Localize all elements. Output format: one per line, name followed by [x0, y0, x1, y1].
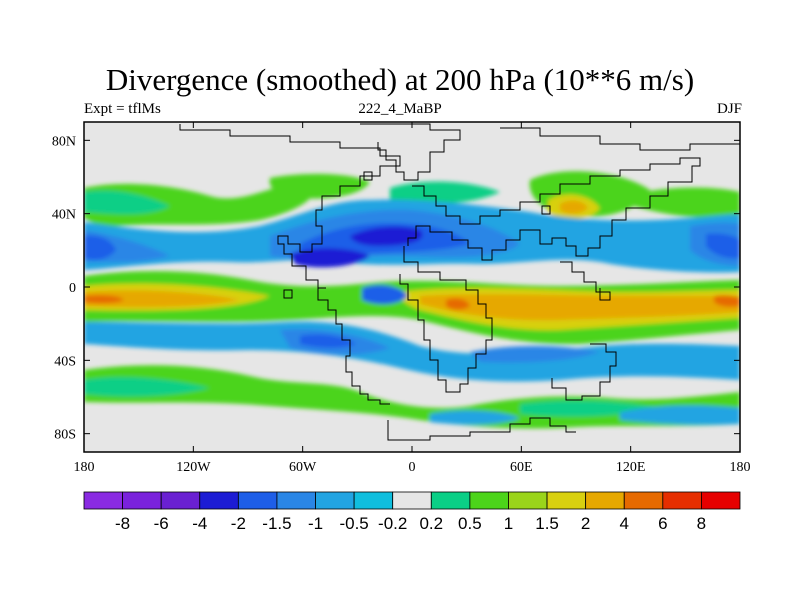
- field-europe-green: [390, 181, 500, 204]
- field-south-conv-mid-2: [470, 346, 600, 363]
- x-tick-label: 60W: [289, 460, 317, 475]
- colorbar-label: -1.5: [262, 514, 291, 533]
- field-east-red: [714, 295, 740, 307]
- subtitle-right: DJF: [716, 101, 742, 117]
- colorbar-label: 0.5: [458, 514, 482, 533]
- x-tick-label: 120W: [176, 460, 211, 475]
- y-axis: 80N 40N 0 40S 80S: [52, 134, 740, 443]
- colorbar-label: 1.5: [535, 514, 559, 533]
- colorbar-label: -4: [192, 514, 207, 533]
- coastline-north-america: [179, 124, 401, 289]
- coastline-siberia: [500, 127, 740, 151]
- colorbar-label: 6: [658, 514, 667, 533]
- colorbar-swatch: [623, 491, 664, 510]
- subtitle-center: 222_4_MaBP: [358, 101, 442, 117]
- colorbar-swatch: [701, 491, 741, 510]
- colorbar-swatch: [392, 491, 432, 510]
- field-atlantic-green: [269, 173, 370, 199]
- colorbar-swatch: [353, 491, 394, 510]
- subtitle-left: Expt = tflMs: [84, 101, 161, 117]
- y-tick-label: 80S: [54, 428, 76, 443]
- field-south-convergence: [84, 321, 740, 382]
- colorbar-swatch: [315, 491, 355, 510]
- colorbar-swatch: [662, 491, 702, 510]
- colorbar-label: 2: [581, 514, 590, 533]
- x-tick-label: 120E: [616, 460, 646, 475]
- field-atlantic-swirl: [362, 285, 408, 305]
- colorbar-swatch: [237, 491, 278, 510]
- field-antarctic-blue: [430, 410, 520, 425]
- x-tick-label: 180: [74, 460, 95, 475]
- field-america-dark: [290, 248, 370, 268]
- colorbar-label: 4: [620, 514, 629, 533]
- field-pacific-green: [630, 187, 740, 218]
- colorbar-swatch: [585, 491, 625, 510]
- y-tick-label: 40N: [52, 208, 76, 223]
- coastline-australia: [551, 343, 617, 401]
- field-north-positive: [84, 182, 314, 227]
- colorbar-labels: -8 -6 -4 -2 -1.5 -1 -0.5 -0.2 0.2 0.5 1 1.5 2 4 6 8: [115, 514, 706, 533]
- colorbar-swatch: [276, 491, 316, 510]
- colorbar-swatch: [160, 491, 201, 510]
- field-tibet-orange: [560, 200, 588, 214]
- y-tick-label: 40S: [54, 354, 76, 369]
- field-south-cyan: [84, 377, 210, 397]
- colorbar-label: -1: [308, 514, 323, 533]
- colorbar-label: -8: [115, 514, 130, 533]
- coastline-africa: [399, 246, 493, 393]
- coastlines: [179, 123, 740, 441]
- colorbar-label: -0.5: [339, 514, 368, 533]
- colorbar-swatch: [546, 491, 587, 510]
- field-equatorial-orange-west: [84, 290, 240, 308]
- colorbar-label: 1: [504, 514, 513, 533]
- coastline-south-america: [317, 288, 390, 405]
- colorbar-swatch: [83, 491, 123, 510]
- coastline-eurasia: [407, 157, 701, 261]
- colorbar-swatch: [430, 491, 471, 510]
- field-south-conv-dark: [300, 334, 356, 348]
- x-axis: 180 120W 60W 0 60E 120E 180: [74, 122, 751, 475]
- coastline-southeast-asia: [560, 261, 611, 301]
- field-africa-red: [446, 298, 470, 310]
- colorbar-swatch: [469, 491, 509, 510]
- field-dateline-conv: [84, 235, 116, 260]
- colorbar: [83, 491, 741, 510]
- field-north-green: [84, 190, 170, 215]
- chart-title: Divergence (smoothed) at 200 hPa (10**6 …: [105, 62, 695, 97]
- colorbar-label: -2: [231, 514, 246, 533]
- field-equatorial-red-west: [84, 295, 124, 304]
- colorbar-swatch: [122, 491, 162, 510]
- field-east-pacific-dark: [706, 233, 740, 259]
- colorbar-swatch: [199, 491, 239, 510]
- y-tick-label: 80N: [52, 134, 76, 149]
- x-tick-label: 60E: [510, 460, 533, 475]
- y-tick-label: 0: [69, 281, 76, 296]
- colorbar-label: 0.2: [419, 514, 443, 533]
- field-indian-orange: [420, 294, 740, 321]
- x-tick-label: 180: [730, 460, 751, 475]
- colorbar-label: -6: [154, 514, 169, 533]
- x-tick-label: 0: [409, 460, 416, 475]
- field-south-blue-patch: [620, 405, 740, 425]
- field-asia-conv-dark: [350, 226, 423, 246]
- colorbar-swatch: [508, 491, 548, 510]
- coastline-greenland: [360, 123, 461, 181]
- colorbar-label: -0.2: [378, 514, 407, 533]
- colorbar-label: 8: [697, 514, 706, 533]
- coastline-islands: [283, 171, 551, 299]
- coastline-antarctica: [387, 417, 576, 441]
